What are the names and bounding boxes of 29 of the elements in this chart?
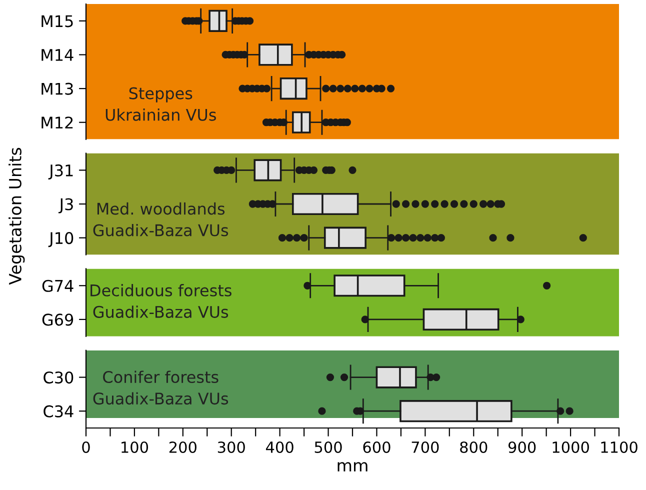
x-tick-label: 0 bbox=[82, 441, 90, 454]
x-tick-label: 200 bbox=[169, 441, 196, 454]
y-tick-label: C34 bbox=[44, 405, 74, 418]
x-tick-label: 900 bbox=[508, 441, 536, 454]
y-tick-label: M12 bbox=[42, 116, 73, 128]
y-tick-label: M13 bbox=[42, 82, 73, 95]
x-tick-label: 800 bbox=[460, 441, 488, 454]
y-tick-label: J3 bbox=[58, 198, 73, 214]
x-axis-title: mm bbox=[338, 462, 368, 472]
x-tick-label: 500 bbox=[314, 441, 342, 454]
x-tick-label: 300 bbox=[218, 441, 245, 454]
y-axis-title: Vegetation Units bbox=[8, 148, 25, 285]
y-tick-label: C30 bbox=[44, 371, 74, 384]
x-tick-label: 1100 bbox=[601, 441, 638, 454]
band-label: Steppes Ukrainian VUs bbox=[106, 87, 216, 121]
x-tick-label: 400 bbox=[266, 441, 294, 454]
x-tick-label: 700 bbox=[412, 441, 439, 454]
y-tick-label: G74 bbox=[42, 280, 74, 292]
band-label: Deciduous forests Guadix-Baza VUs bbox=[90, 284, 232, 318]
band-label: Conifer forests Guadix-Baza VUs bbox=[93, 370, 228, 405]
x-tick-label: 600 bbox=[363, 441, 390, 454]
y-tick-label: G69 bbox=[42, 314, 74, 326]
x-tick-label: 1000 bbox=[552, 441, 589, 454]
y-tick-label: J10 bbox=[48, 232, 74, 248]
y-tick-label: M14 bbox=[42, 49, 74, 61]
y-tick-label: M15 bbox=[42, 15, 73, 28]
x-tick-label: 100 bbox=[122, 441, 148, 454]
band-label: Med. woodlands Guadix-Baza VUs bbox=[93, 202, 228, 236]
y-tick-label: J31 bbox=[48, 164, 73, 180]
